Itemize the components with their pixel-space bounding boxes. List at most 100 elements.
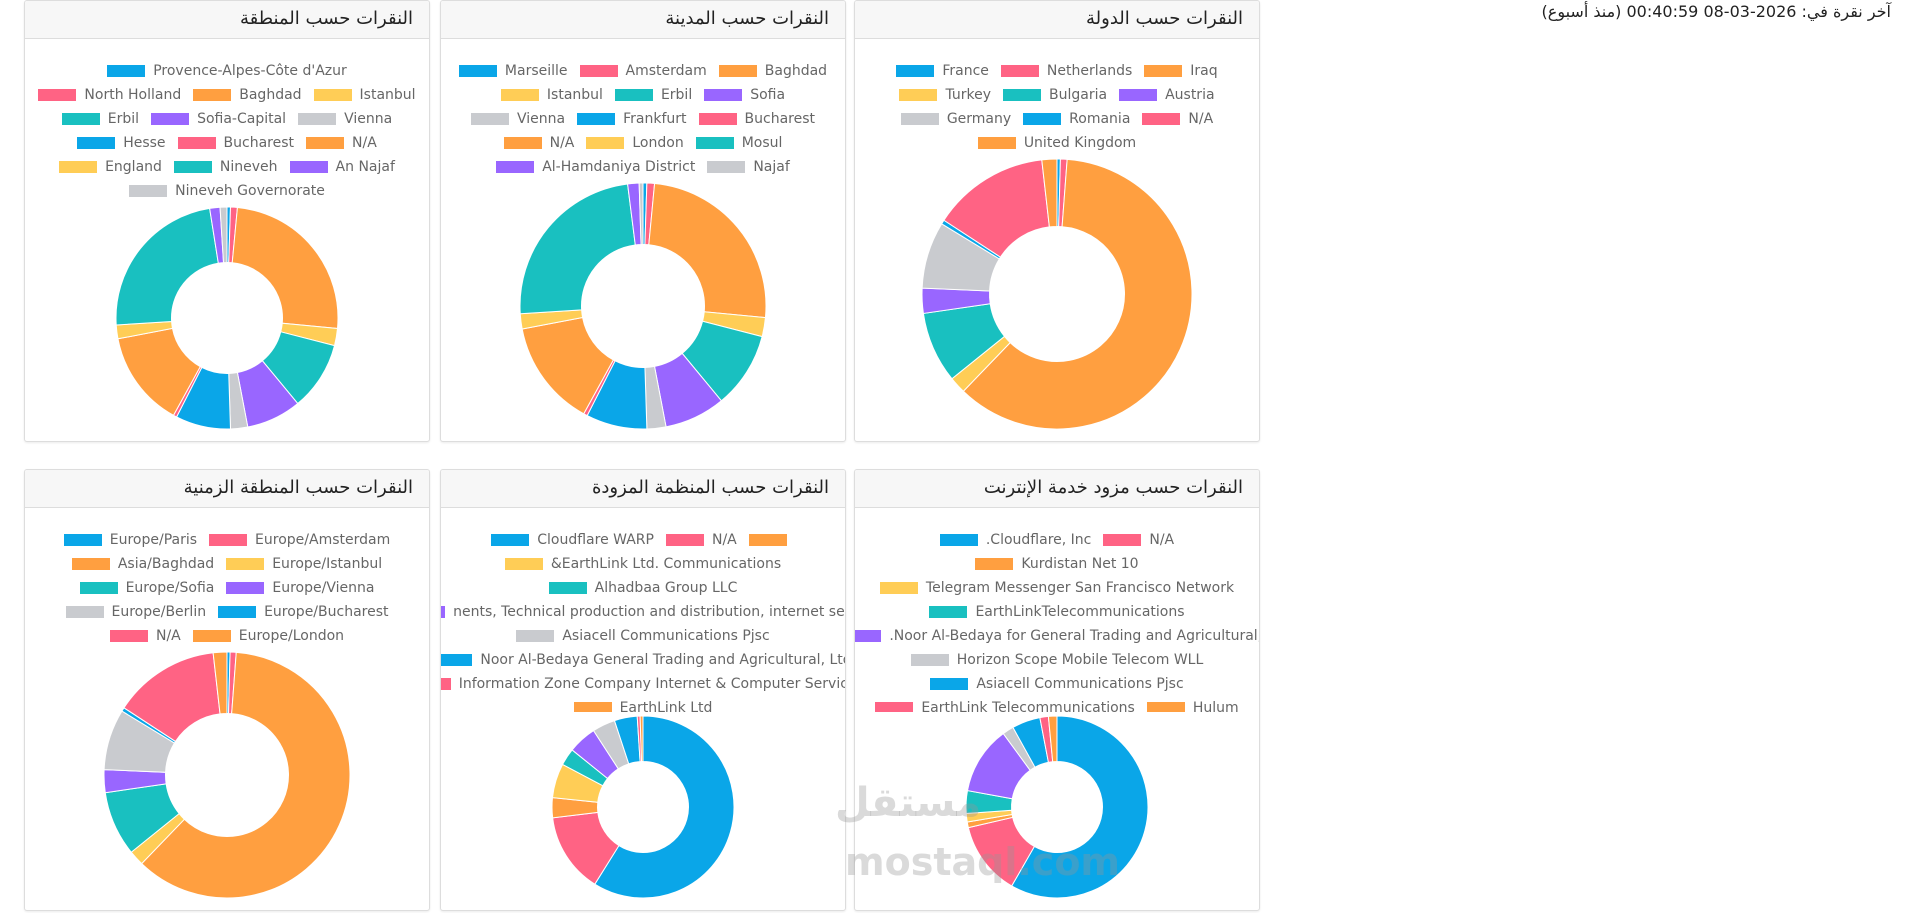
legend-item: Bucharest [698, 107, 815, 131]
legend-label: Provence-Alpes-Côte d'Azur [153, 63, 347, 79]
legend-item: Turkey [899, 83, 991, 107]
slice [1041, 158, 1058, 228]
legend-item: Germany [900, 107, 1011, 131]
legend-swatch [471, 113, 509, 125]
legend-label: Netherlands [1046, 63, 1133, 79]
legend-label: Frankfurt [623, 111, 687, 127]
legend-swatch [896, 65, 935, 77]
legend-swatch [129, 185, 168, 197]
panel-title: النقرات حسب المنطقة الزمنية [25, 470, 429, 508]
legend-label: Asiacell Communications Pjsc [562, 628, 770, 644]
legend: .Cloudflare, Inc N/A Kurdistan Net 10 Teleg… [855, 528, 1259, 712]
legend-swatch [79, 582, 118, 594]
panel-title: النقرات حسب المنطقة [25, 1, 429, 39]
legend-label: Europe/Sofia [125, 580, 215, 596]
legend-item: An Najaf [289, 155, 395, 179]
legend-swatch [107, 65, 146, 77]
panel-title: النقرات حسب المدينة [441, 1, 845, 39]
legend-item: Baghdad [718, 59, 827, 83]
legend-label: N/A [352, 135, 377, 151]
legend-item: France [896, 59, 989, 83]
legend-swatch [500, 89, 539, 101]
slice [219, 206, 228, 264]
legend-label: Europe/Bucharest [264, 604, 389, 620]
watermark-site: mostaql.com [845, 840, 1121, 884]
legend-swatch [695, 137, 734, 149]
legend-label: Europe/Vienna [272, 580, 375, 596]
doughnut-chart [965, 715, 1149, 899]
legend-swatch [548, 582, 587, 594]
legend-label: Vienna [344, 111, 393, 127]
legend-label: Sofia [750, 87, 786, 103]
legend-swatch [665, 534, 704, 546]
legend-label: Noor Al-Bedaya General Trading and Agric… [480, 652, 845, 668]
legend-label: Baghdad [239, 87, 302, 103]
legend-item: Istanbul [500, 83, 603, 107]
legend-label: Information Zone Company Internet & Comp… [458, 676, 845, 692]
doughnut-chart [519, 182, 767, 430]
legend-item: N/A [665, 528, 737, 552]
legend-label: France [942, 63, 989, 79]
chart-panel: النقرات حسب المنطقة الزمنية Europe/Paris E… [24, 469, 430, 911]
legend-item: Marseille [458, 59, 568, 83]
legend-label: Istanbul [359, 87, 416, 103]
legend-swatch [65, 606, 104, 618]
legend-item: England [59, 155, 162, 179]
legend-label: N/A [711, 532, 737, 548]
slice [115, 207, 219, 326]
legend-swatch [306, 137, 345, 149]
legend-label: Istanbul [546, 87, 603, 103]
legend-swatch [573, 702, 612, 712]
legend-label: N/A [549, 135, 575, 151]
legend-swatch [1119, 89, 1158, 101]
legend-item: Hesse [77, 131, 166, 155]
legend-item: Europe/Vienna [226, 576, 374, 600]
legend-label: Mosul [741, 135, 783, 151]
legend-label: Bulgaria [1049, 87, 1108, 103]
legend-swatch [718, 65, 757, 77]
legend-item: EarthLinkTelecommunications [929, 600, 1185, 624]
legend-item: Provence-Alpes-Côte d'Azur [107, 59, 347, 83]
legend-swatch [173, 161, 212, 173]
legend-swatch [503, 137, 542, 149]
legend-swatch [177, 137, 216, 149]
legend-swatch [577, 113, 616, 125]
legend-label: Najaf [753, 159, 790, 175]
chart-panel: النقرات حسب مزود خدمة الإنترنت .Cloudflar… [854, 469, 1260, 911]
legend-swatch [496, 161, 535, 173]
legend-item: Bucharest [177, 131, 294, 155]
legend-item: Vienna [471, 107, 565, 131]
legend-item: EarthLink Telecommunications [875, 696, 1135, 712]
legend-item: EarthLink Ltd [573, 696, 712, 712]
chart-panel: النقرات حسب المنظمة المزودة Cloudflare WA… [440, 469, 846, 911]
legend-item: Austria [1119, 83, 1215, 107]
panel-title: النقرات حسب المنظمة المزودة [441, 470, 845, 508]
legend-item: London [586, 131, 684, 155]
legend-item: Nineveh Governorate [129, 179, 325, 203]
watermark-logo: مستقل [835, 780, 982, 826]
legend-item: Cloudflare WARP [491, 528, 654, 552]
legend-swatch [1144, 65, 1183, 77]
last-click: آخر نقرة في: 2026-03-08 00:40:59 (منذ أس… [1541, 2, 1891, 21]
panel-title: النقرات حسب الدولة [855, 1, 1259, 39]
legend-item: Nineveh [173, 155, 278, 179]
slice [1011, 715, 1149, 899]
legend-label: Turkey [945, 87, 992, 103]
legend-swatch [1142, 113, 1181, 125]
legend-label: Austria [1165, 87, 1215, 103]
legend-swatch [313, 89, 352, 101]
legend-label: .Noor Al-Bedaya for General Trading and … [889, 628, 1259, 644]
chart-panel: النقرات حسب المدينة Marseille Amsterdam Bag… [440, 0, 846, 442]
legend-item: Europe/London [192, 624, 344, 648]
legend-label: Hulum [1192, 700, 1239, 712]
legend-swatch [586, 137, 625, 149]
legend-swatch [289, 161, 328, 173]
legend: France Netherlands Iraq Turkey Bulgaria Austr… [855, 59, 1259, 155]
legend-label: Amsterdam [625, 63, 707, 79]
legend-item: Vienna [298, 107, 392, 131]
legend-item: Europe/Bucharest [218, 600, 389, 624]
legend-swatch [929, 606, 968, 618]
legend-swatch [151, 113, 190, 125]
legend-item: Information Zone Company Internet & Comp… [441, 672, 845, 696]
legend-swatch [192, 630, 231, 642]
